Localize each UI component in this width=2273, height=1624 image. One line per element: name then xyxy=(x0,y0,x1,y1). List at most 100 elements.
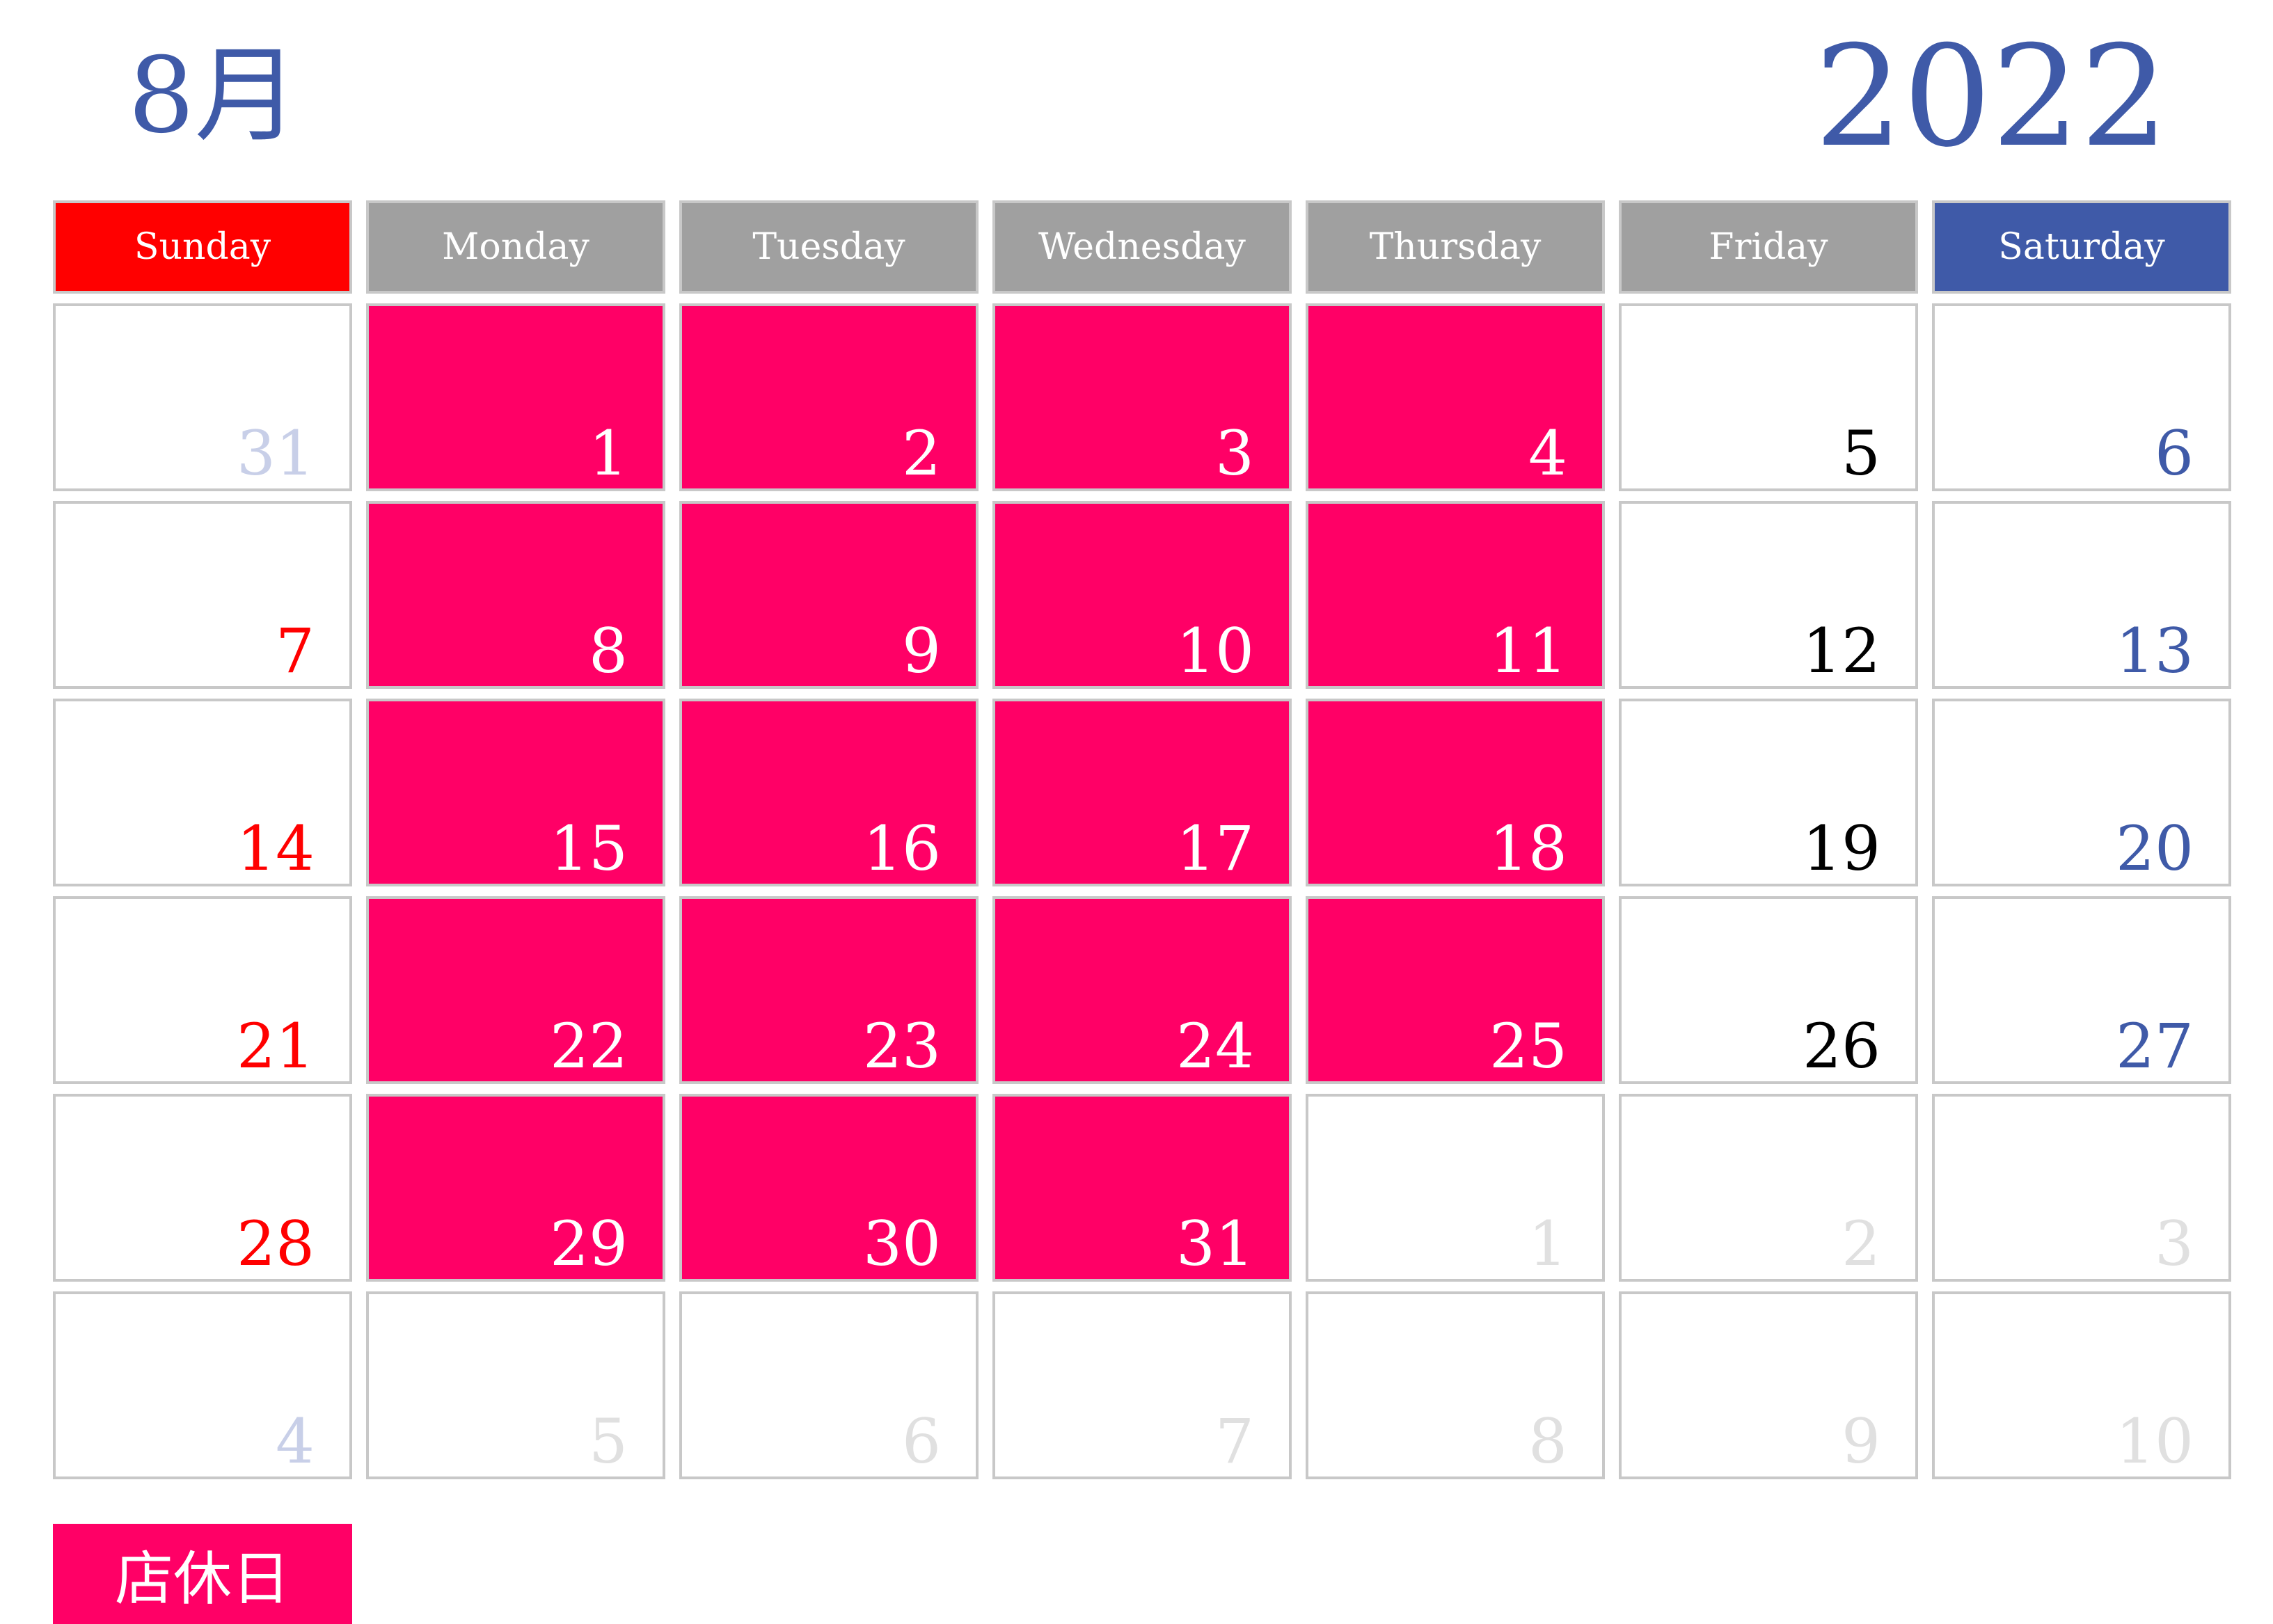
day-cell: 4 xyxy=(53,1291,352,1479)
day-number: 1 xyxy=(1528,1208,1567,1280)
closed-day-cell: 4 xyxy=(1306,303,1605,491)
week-row: 4 5 6 7 8 9 10 xyxy=(53,1291,2234,1479)
day-cell: 19 xyxy=(1619,699,1918,886)
day-cell: 6 xyxy=(679,1291,979,1479)
day-number: 4 xyxy=(1528,417,1567,489)
closed-day-cell: 17 xyxy=(992,699,1292,886)
closed-day-cell: 24 xyxy=(992,896,1292,1084)
closed-day-cell: 23 xyxy=(679,896,979,1084)
day-cell: 28 xyxy=(53,1094,352,1282)
weekday-header-row: Sunday Monday Tuesday Wednesday Thursday… xyxy=(53,200,2234,294)
day-number: 2 xyxy=(1842,1208,1880,1280)
day-number: 16 xyxy=(863,813,941,884)
day-number: 18 xyxy=(1489,813,1567,884)
day-number: 6 xyxy=(2155,417,2194,489)
day-number: 8 xyxy=(589,615,628,687)
calendar-weeks: 31 1 2 3 4 5 6 7 8 9 10 11 12 13 14 15 16 17 18 19 20 21 22 23 2… xyxy=(53,303,2234,1479)
week-row: 28 29 30 31 1 2 3 xyxy=(53,1094,2234,1282)
day-number: 30 xyxy=(863,1208,941,1280)
week-row: 14 15 16 17 18 19 20 xyxy=(53,699,2234,886)
day-number: 29 xyxy=(550,1208,628,1280)
day-number: 11 xyxy=(1489,615,1567,687)
day-cell: 3 xyxy=(1932,1094,2231,1282)
day-cell: 1 xyxy=(1306,1094,1605,1282)
day-number: 14 xyxy=(237,813,315,884)
closed-day-cell: 3 xyxy=(992,303,1292,491)
day-number: 20 xyxy=(2116,813,2194,884)
day-cell: 13 xyxy=(1932,501,2231,689)
day-number: 5 xyxy=(1842,417,1880,489)
year-title: 2022 xyxy=(1814,16,2169,178)
day-cell: 26 xyxy=(1619,896,1918,1084)
weekday-header-saturday: Saturday xyxy=(1932,200,2231,294)
day-cell: 21 xyxy=(53,896,352,1084)
closed-day-cell: 11 xyxy=(1306,501,1605,689)
day-number: 3 xyxy=(1215,417,1254,489)
day-cell: 20 xyxy=(1932,699,2231,886)
closed-day-cell: 29 xyxy=(366,1094,665,1282)
day-number: 31 xyxy=(237,417,315,489)
day-number: 9 xyxy=(1842,1406,1880,1477)
day-cell: 31 xyxy=(53,303,352,491)
day-number: 7 xyxy=(1215,1406,1254,1477)
day-number: 2 xyxy=(902,417,941,489)
weekday-header-friday: Friday xyxy=(1619,200,1918,294)
day-number: 10 xyxy=(1176,615,1254,687)
day-cell: 7 xyxy=(53,501,352,689)
day-cell: 5 xyxy=(1619,303,1918,491)
day-number: 22 xyxy=(550,1010,628,1082)
day-cell: 2 xyxy=(1619,1094,1918,1282)
weekday-header-tuesday: Tuesday xyxy=(679,200,979,294)
day-number: 23 xyxy=(863,1010,941,1082)
day-number: 19 xyxy=(1803,813,1880,884)
closed-day-cell: 16 xyxy=(679,699,979,886)
day-number: 1 xyxy=(589,417,628,489)
closed-day-cell: 18 xyxy=(1306,699,1605,886)
day-cell: 8 xyxy=(1306,1291,1605,1479)
closed-day-cell: 31 xyxy=(992,1094,1292,1282)
day-cell: 12 xyxy=(1619,501,1918,689)
closed-day-cell: 30 xyxy=(679,1094,979,1282)
day-number: 13 xyxy=(2116,615,2194,687)
day-cell: 7 xyxy=(992,1291,1292,1479)
day-number: 3 xyxy=(2155,1208,2194,1280)
day-number: 6 xyxy=(902,1406,941,1477)
day-number: 24 xyxy=(1176,1010,1254,1082)
day-number: 9 xyxy=(902,615,941,687)
day-number: 25 xyxy=(1489,1010,1567,1082)
day-number: 5 xyxy=(589,1406,628,1477)
day-cell: 6 xyxy=(1932,303,2231,491)
day-number: 28 xyxy=(237,1208,315,1280)
week-row: 21 22 23 24 25 26 27 xyxy=(53,896,2234,1084)
calendar-grid: Sunday Monday Tuesday Wednesday Thursday… xyxy=(53,200,2234,1489)
day-number: 8 xyxy=(1528,1406,1567,1477)
weekday-header-sunday: Sunday xyxy=(53,200,352,294)
closed-day-legend: 店休日 xyxy=(53,1524,352,1624)
day-number: 17 xyxy=(1176,813,1254,884)
day-number: 26 xyxy=(1803,1010,1880,1082)
day-number: 31 xyxy=(1176,1208,1254,1280)
closed-day-cell: 10 xyxy=(992,501,1292,689)
day-number: 4 xyxy=(276,1406,315,1477)
weekday-header-wednesday: Wednesday xyxy=(992,200,1292,294)
closed-day-cell: 1 xyxy=(366,303,665,491)
closed-day-cell: 22 xyxy=(366,896,665,1084)
day-cell: 10 xyxy=(1932,1291,2231,1479)
weekday-header-thursday: Thursday xyxy=(1306,200,1605,294)
week-row: 31 1 2 3 4 5 6 xyxy=(53,303,2234,491)
weekday-header-monday: Monday xyxy=(366,200,665,294)
day-number: 21 xyxy=(237,1010,315,1082)
day-number: 10 xyxy=(2116,1406,2194,1477)
day-cell: 14 xyxy=(53,699,352,886)
day-number: 27 xyxy=(2116,1010,2194,1082)
closed-day-cell: 15 xyxy=(366,699,665,886)
closed-day-cell: 2 xyxy=(679,303,979,491)
day-number: 7 xyxy=(276,615,315,687)
week-row: 7 8 9 10 11 12 13 xyxy=(53,501,2234,689)
day-cell: 9 xyxy=(1619,1291,1918,1479)
closed-day-cell: 8 xyxy=(366,501,665,689)
day-number: 12 xyxy=(1803,615,1880,687)
closed-day-cell: 25 xyxy=(1306,896,1605,1084)
month-title: 8月 xyxy=(128,35,299,157)
day-number: 15 xyxy=(550,813,628,884)
